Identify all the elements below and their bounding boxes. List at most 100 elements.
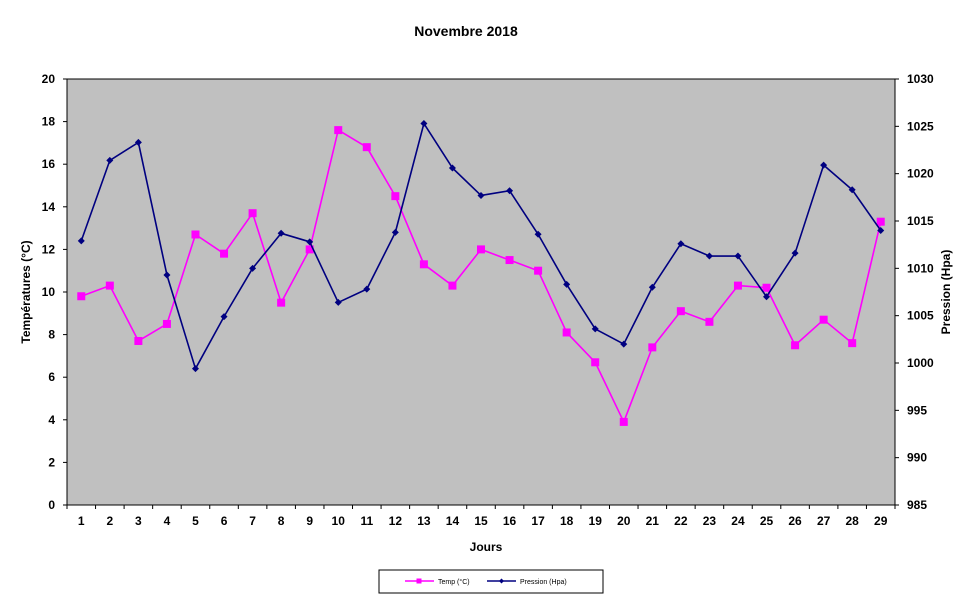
y-tick-label: 8 <box>48 328 55 342</box>
y2-tick-label: 985 <box>907 498 927 512</box>
x-tick-label: 4 <box>164 514 171 528</box>
data-point-pression <box>648 283 656 291</box>
data-point-temp <box>77 292 86 301</box>
data-point-temp <box>591 358 600 367</box>
x-tick-label: 23 <box>703 514 717 528</box>
data-point-pression <box>763 293 771 301</box>
data-point-temp <box>876 217 885 226</box>
data-point-pression <box>877 226 885 234</box>
x-tick-label: 25 <box>760 514 774 528</box>
x-tick-label: 9 <box>306 514 313 528</box>
y2-tick-label: 995 <box>907 403 927 417</box>
data-point-pression <box>734 252 742 260</box>
y-tick-label: 6 <box>48 370 55 384</box>
x-tick-label: 26 <box>788 514 802 528</box>
x-tick-label: 29 <box>874 514 888 528</box>
legend-marker-pression <box>499 578 504 584</box>
x-tick-label: 21 <box>646 514 660 528</box>
x-tick-label: 2 <box>106 514 113 528</box>
y-tick-label: 0 <box>48 498 55 512</box>
data-point-temp <box>819 315 828 324</box>
x-tick-label: 6 <box>221 514 228 528</box>
y2-axis-label: Pression (Hpa) <box>939 250 953 335</box>
x-tick-label: 15 <box>474 514 488 528</box>
data-point-pression <box>334 298 342 306</box>
data-point-temp <box>848 339 857 348</box>
chart-title: Novembre 2018 <box>414 23 518 39</box>
data-point-temp <box>362 143 371 152</box>
data-point-pression <box>249 264 257 272</box>
data-point-pression <box>820 161 828 169</box>
data-point-pression <box>791 249 799 257</box>
data-point-temp <box>134 336 143 345</box>
data-point-pression <box>77 237 85 245</box>
data-point-temp <box>105 281 114 290</box>
data-point-pression <box>420 119 428 127</box>
data-point-temp <box>220 249 229 258</box>
data-point-temp <box>391 192 400 201</box>
y-axis-label: Températures (°C) <box>19 240 33 343</box>
x-tick-label: 1 <box>78 514 85 528</box>
data-point-pression <box>306 238 314 246</box>
x-tick-label: 8 <box>278 514 285 528</box>
data-point-pression <box>848 186 856 194</box>
x-tick-label: 13 <box>417 514 431 528</box>
legend-label-temp: Temp (°C) <box>438 578 470 586</box>
data-point-temp <box>505 256 514 265</box>
right-axis: 985 990 995 1000 1005 1010 1015 1020 1025 1030 <box>895 72 934 512</box>
x-tick-label: 20 <box>617 514 631 528</box>
x-tick-label: 28 <box>845 514 859 528</box>
plot-area <box>66 78 896 506</box>
data-point-pression <box>391 228 399 236</box>
x-tick-label: 16 <box>503 514 517 528</box>
x-tick-label: 24 <box>731 514 745 528</box>
data-point-pression <box>534 230 542 238</box>
legend: Temp (°C) Pression (Hpa) <box>378 569 604 594</box>
y2-tick-label: 1005 <box>907 309 934 323</box>
x-tick-label: 27 <box>817 514 831 528</box>
x-tick-label: 11 <box>360 514 373 528</box>
data-point-temp <box>334 126 343 135</box>
data-point-pression <box>220 313 228 321</box>
data-point-pression <box>163 271 171 279</box>
x-tick-label: 7 <box>249 514 256 528</box>
data-point-pression <box>506 187 514 195</box>
data-point-temp <box>477 245 485 254</box>
legend-marker-temp <box>416 578 422 584</box>
x-tick-label: 14 <box>446 514 460 528</box>
y2-tick-label: 1000 <box>907 356 934 370</box>
data-point-temp <box>534 266 543 275</box>
y2-tick-label: 1025 <box>907 119 934 133</box>
x-tick-label: 5 <box>192 514 199 528</box>
data-point-pression <box>477 191 485 199</box>
x-tick-label: 12 <box>389 514 403 528</box>
x-tick-label: 18 <box>560 514 574 528</box>
data-point-pression <box>191 365 199 373</box>
y-tick-label: 16 <box>42 157 56 171</box>
y-tick-label: 18 <box>42 115 56 129</box>
data-point-pression <box>620 340 628 348</box>
y-tick-label: 20 <box>42 72 56 86</box>
data-point-temp <box>791 341 800 350</box>
data-point-pression <box>448 164 456 172</box>
data-point-pression <box>705 252 713 260</box>
series-layer <box>77 119 885 426</box>
data-point-pression <box>591 325 599 333</box>
data-point-pression <box>106 156 114 164</box>
data-point-temp <box>733 281 742 290</box>
x-axis: 1 2 3 4 5 6 7 8 9 10 11 12 13 14 15 16 17 18 19 20 21 22 23 24 2… <box>66 505 896 528</box>
data-point-temp <box>305 245 314 254</box>
x-axis-label: Jours <box>470 540 503 554</box>
y-tick-label: 14 <box>42 200 56 214</box>
y2-tick-label: 1010 <box>907 261 934 275</box>
data-point-pression <box>134 138 142 146</box>
data-point-pression <box>277 229 285 237</box>
data-point-temp <box>248 209 257 218</box>
y-tick-label: 2 <box>48 455 55 469</box>
data-point-temp <box>619 417 628 426</box>
data-point-pression <box>563 280 571 288</box>
data-point-pression <box>677 240 685 248</box>
y-tick-label: 4 <box>48 413 55 427</box>
data-point-temp <box>648 343 657 352</box>
